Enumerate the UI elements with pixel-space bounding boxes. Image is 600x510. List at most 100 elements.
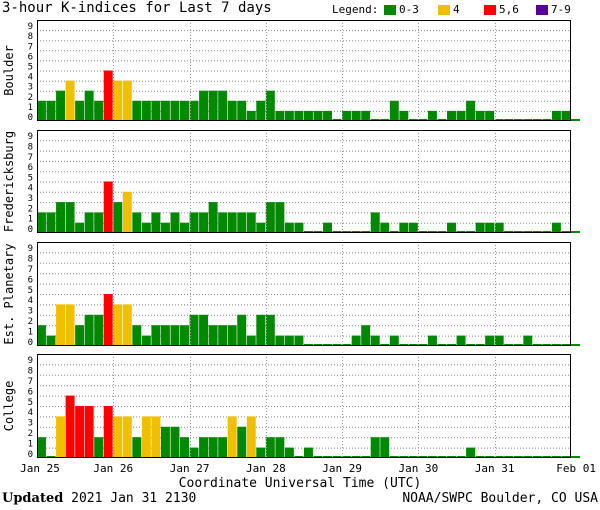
legend-item-4: 4 [453,3,460,16]
y-tick-label: 0 [28,113,33,123]
bar-est-planetary [284,335,294,346]
y-tick-label: 7 [28,265,33,275]
y-tick-label: 3 [28,307,33,317]
bar-fredericksburg [237,212,247,233]
y-tick-label: 1 [28,215,33,225]
bar-boulder [218,90,228,121]
bar-est-planetary [199,314,209,346]
bar-fredericksburg [218,212,228,233]
y-tick-label: 6 [28,387,33,397]
bar-college [170,426,180,458]
bar-college [75,406,85,458]
bar-est-planetary [208,325,218,346]
bar-est-planetary [494,335,504,346]
bar-college [237,426,247,458]
bar-college [227,416,237,458]
bar-fredericksburg [56,202,66,233]
x-tick-label: Jan 25 [20,462,60,475]
bar-fredericksburg [103,181,113,233]
bar-boulder [427,110,437,121]
bar-est-planetary [56,304,66,346]
x-tick-label: Jan 31 [475,462,515,475]
bar-boulder [475,110,485,121]
bar-boulder [551,110,561,121]
y-tick-label: 7 [28,42,33,52]
k-index-chart: 0123456789Boulder0123456789Fredericksbur… [2,20,596,475]
bar-fredericksburg [180,222,189,233]
y-tick-label: 0 [28,338,33,348]
bar-est-planetary [94,314,104,346]
bar-college [94,437,104,458]
bar-fredericksburg [160,222,170,233]
legend-item-5-6: 5,6 [499,3,519,16]
y-tick-label: 8 [28,367,33,377]
bar-boulder [571,119,580,121]
bar-college [103,406,113,458]
bar-est-planetary [370,335,380,346]
y-tick-label: 7 [28,377,33,387]
bar-fredericksburg [122,191,132,233]
bar-fredericksburg [475,222,485,233]
bar-college [56,416,66,458]
bar-fredericksburg [284,222,294,233]
bar-boulder [304,110,313,121]
bar-college [265,437,275,458]
x-tick-label: Feb 01 [556,462,596,475]
bar-fredericksburg [380,222,390,233]
bar-boulder [94,100,104,121]
bar-fredericksburg [246,212,256,233]
bar-fredericksburg [170,212,180,233]
bar-boulder [284,110,294,121]
bar-boulder [180,100,189,121]
bar-fredericksburg [399,222,409,233]
bar-est-planetary [351,335,361,346]
bar-fredericksburg [37,212,46,233]
bar-est-planetary [246,335,256,346]
bar-boulder [56,90,66,121]
bar-est-planetary [113,304,123,346]
bar-boulder [37,100,46,121]
bar-college [256,447,266,458]
panel-label-boulder: Boulder [2,45,16,96]
panel-frame-fredericksburg [37,130,571,233]
bar-fredericksburg [571,231,580,233]
bar-fredericksburg [113,202,123,233]
bar-college [65,395,75,458]
bar-college [208,437,218,458]
bar-est-planetary [485,335,495,346]
bar-college [37,437,46,458]
bar-fredericksburg [199,212,209,233]
bar-boulder [389,100,399,121]
bar-fredericksburg [132,212,142,233]
bar-fredericksburg [141,222,151,233]
bar-est-planetary [456,335,466,346]
bar-fredericksburg [84,212,94,233]
y-tick-label: 0 [28,225,33,235]
bar-college [304,447,313,458]
bar-fredericksburg [294,222,304,233]
bar-est-planetary [227,325,237,346]
bar-fredericksburg [265,202,275,233]
bar-boulder [351,110,361,121]
legend-swatch-4 [438,5,450,15]
bar-boulder [46,100,56,121]
bar-est-planetary [275,335,285,346]
bar-boulder [132,100,142,121]
bar-est-planetary [122,304,132,346]
y-tick-label: 4 [28,408,33,418]
bar-est-planetary [427,335,437,346]
y-tick-label: 6 [28,163,33,173]
panel-label-college: College [2,381,16,432]
updated-value: 2021 Jan 31 2130 [71,491,197,506]
bar-boulder [151,100,161,121]
bar-boulder [65,80,75,121]
bar-est-planetary [65,304,75,346]
bar-boulder [246,110,256,121]
bar-college [380,437,390,458]
bar-fredericksburg [208,202,218,233]
bar-est-planetary [265,314,275,346]
bar-boulder [313,110,323,121]
bar-boulder [113,80,123,121]
bar-est-planetary [189,314,199,346]
bar-est-planetary [180,325,189,346]
